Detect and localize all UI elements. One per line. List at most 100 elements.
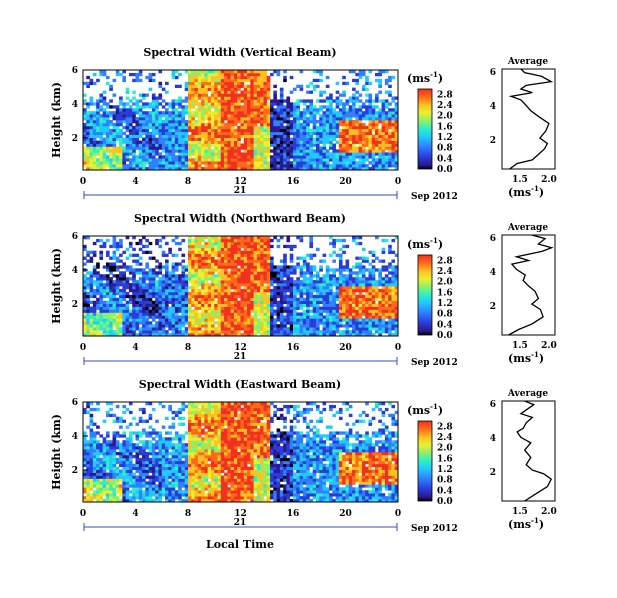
heatmap-cell [224, 253, 228, 257]
heatmap-cell [263, 250, 268, 254]
heatmap-cell [289, 300, 294, 304]
heatmap-cell [371, 315, 376, 319]
heatmap-cell [293, 286, 297, 290]
heatmap-cell [151, 108, 156, 112]
heatmap-cell [233, 312, 238, 316]
heatmap-cell [155, 327, 159, 331]
heatmap-cell [342, 268, 346, 272]
heatmap-cell [375, 161, 379, 165]
heatmap-cell [286, 294, 291, 299]
heatmap-cell [312, 111, 317, 115]
heatmap-cell [352, 146, 356, 150]
heatmap-cell [161, 318, 166, 322]
heatmap-cell [109, 312, 113, 316]
heatmap-cell [279, 294, 284, 299]
heatmap-cell [279, 330, 284, 334]
heatmap-cell [368, 303, 373, 307]
heatmap-cell [168, 111, 172, 115]
heatmap-cell [273, 134, 277, 138]
heatmap-cell [375, 146, 379, 150]
heatmap-cell [371, 277, 376, 281]
heatmap-cell [256, 70, 261, 74]
heatmap-cell [293, 152, 297, 156]
heatmap-cell [335, 327, 340, 331]
heatmap-cell [237, 306, 241, 310]
heatmap-cell [368, 306, 373, 310]
heatmap-cell [276, 155, 281, 159]
heatmap-cell [178, 146, 182, 150]
heatmap-cell [296, 114, 300, 118]
heatmap-cell [309, 321, 314, 325]
heatmap-cell [115, 318, 120, 322]
heatmap-cell [174, 288, 179, 293]
heatmap-cell [174, 330, 179, 334]
heatmap-cell [361, 321, 366, 325]
heatmap-cell [348, 300, 353, 304]
heatmap-cell [371, 114, 376, 118]
heatmap-cell [263, 99, 268, 103]
heatmap-cell [312, 318, 317, 322]
heatmap-cell [83, 131, 87, 136]
heatmap-cell [266, 262, 271, 266]
heatmap-cell [227, 318, 232, 322]
heatmap-cell [368, 288, 373, 293]
heatmap-cell [119, 114, 123, 118]
heatmap-cell [253, 96, 258, 100]
heatmap-cell [201, 117, 205, 121]
heatmap-cell [260, 128, 264, 133]
heatmap-cell [165, 111, 169, 115]
heatmap-cell [83, 247, 87, 252]
heatmap-cell [312, 280, 317, 284]
heatmap-cell [227, 90, 232, 94]
heatmap-cell [112, 306, 117, 310]
heatmap-cell [279, 152, 284, 156]
heatmap-cell [188, 149, 192, 153]
heatmap-cell [335, 164, 340, 168]
heatmap-cell [243, 274, 248, 278]
heatmap-cell [289, 75, 294, 80]
heatmap-cell [89, 128, 94, 133]
heatmap-cell [86, 114, 90, 118]
heatmap-cell [128, 241, 133, 246]
heatmap-cell [243, 167, 248, 171]
heatmap-cell [201, 274, 205, 278]
heatmap-cell [302, 131, 307, 136]
heatmap-cell [240, 78, 245, 83]
heatmap-cell [227, 87, 232, 91]
heatmap-cell [375, 143, 379, 147]
heatmap-cell [161, 125, 166, 130]
heatmap-cell [151, 105, 156, 109]
heatmap-cell [279, 167, 284, 171]
heatmap-cell [96, 161, 100, 165]
heatmap-cell [220, 244, 225, 249]
heatmap-cell [161, 111, 166, 115]
heatmap-cell [315, 309, 320, 313]
heatmap-cell [283, 280, 287, 284]
heatmap-cell [335, 309, 340, 313]
heatmap-cell [178, 111, 182, 115]
heatmap-cell [329, 152, 333, 156]
heatmap-cell [375, 125, 379, 130]
heatmap-cell [197, 161, 202, 165]
heatmap-cell [309, 161, 314, 165]
heatmap-cell [378, 70, 382, 74]
heatmap-cell [148, 283, 153, 287]
heatmap-cell [260, 244, 264, 249]
heatmap-cell [276, 158, 281, 162]
heatmap-cell [181, 271, 186, 275]
heatmap-cell [191, 111, 195, 115]
heatmap-cell [132, 294, 136, 299]
heatmap-cell [240, 108, 245, 112]
heatmap-cell [178, 306, 182, 310]
heatmap-cell [306, 143, 310, 147]
heatmap-cell [105, 105, 110, 109]
heatmap-cell [293, 108, 297, 112]
heatmap-cell [293, 120, 297, 124]
heatmap-cell [119, 327, 123, 331]
heatmap-cell [266, 105, 271, 109]
heatmap-cell [260, 259, 264, 263]
heatmap-cell [345, 294, 350, 299]
heatmap-cell [322, 253, 327, 257]
heatmap-cell [109, 155, 113, 159]
heatmap-cell [335, 286, 340, 290]
